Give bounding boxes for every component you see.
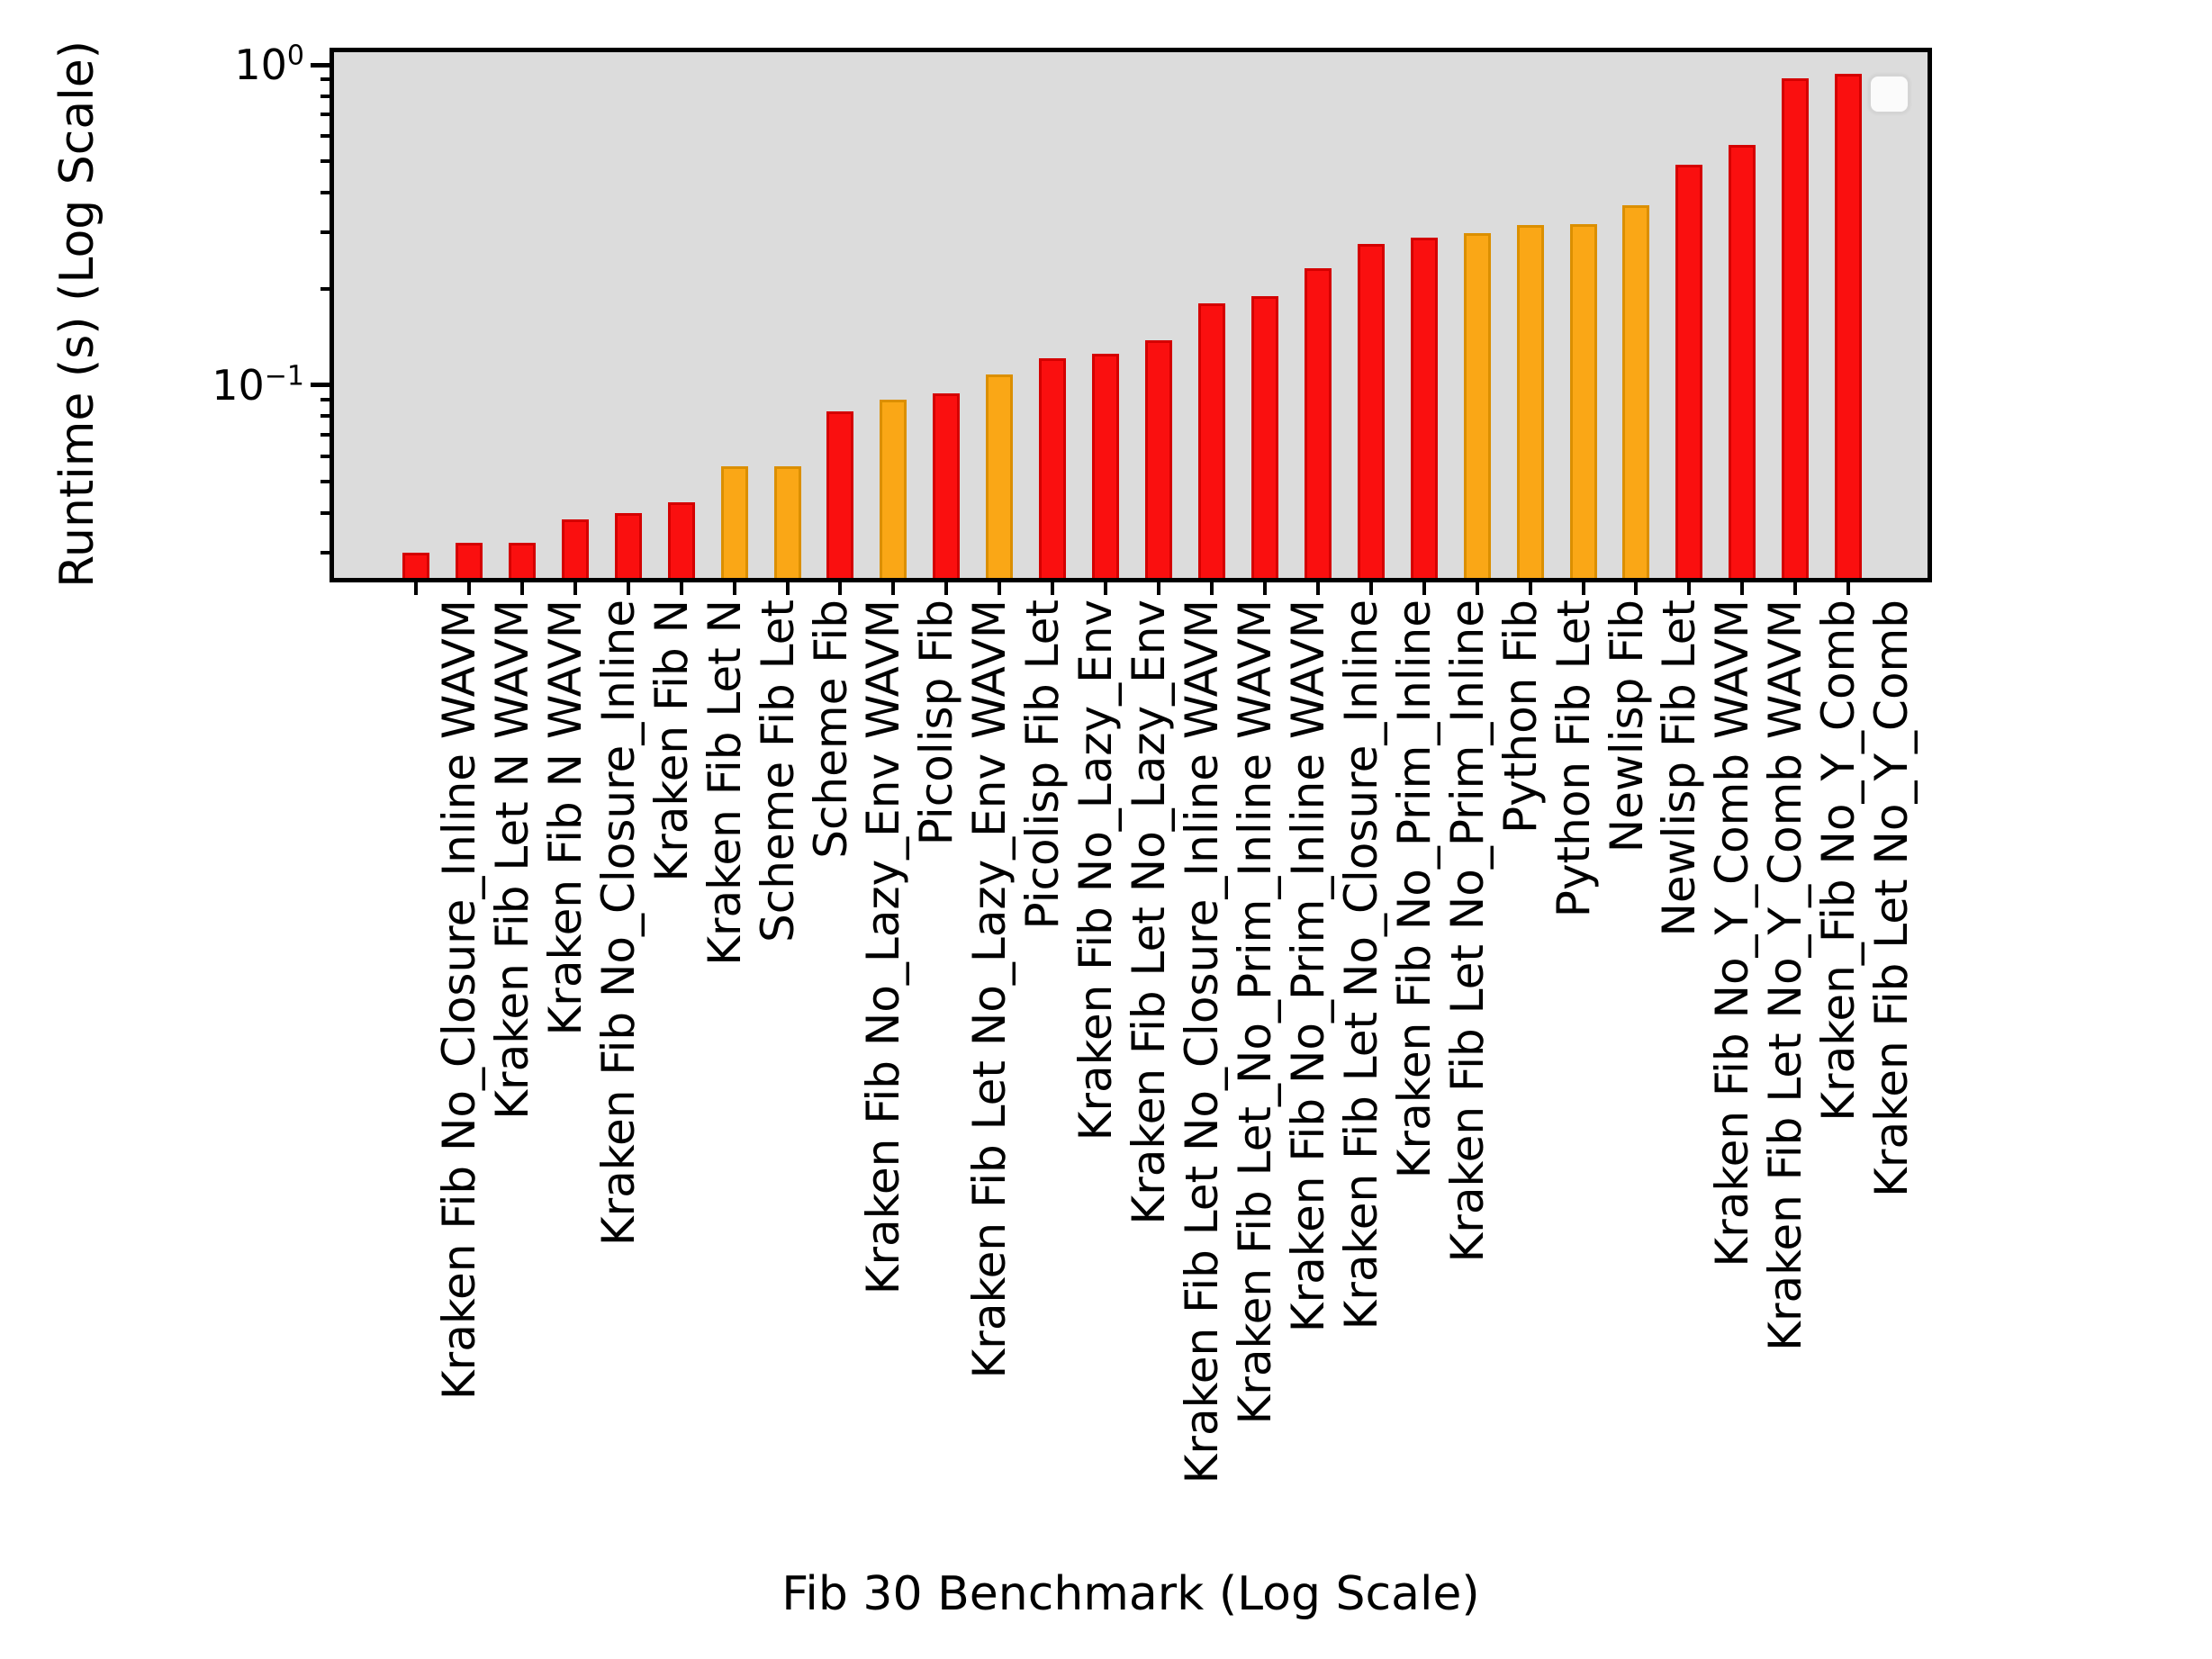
x-tick-mark: [626, 582, 630, 595]
x-tick-mark: [838, 582, 843, 595]
bar: [1092, 354, 1120, 580]
legend-box: [1869, 75, 1910, 113]
bar: [1304, 267, 1332, 580]
y-minor-tick-mark: [321, 480, 332, 483]
x-tick-mark: [679, 582, 683, 595]
bar: [1463, 233, 1491, 580]
bar: [1250, 295, 1278, 580]
bar: [1145, 340, 1172, 580]
y-minor-tick-mark: [321, 454, 332, 458]
y-major-tick-mark: [311, 383, 332, 388]
bar: [1622, 204, 1650, 580]
bar: [1516, 225, 1544, 580]
x-tick-mark: [1793, 582, 1798, 595]
bar: [933, 393, 961, 580]
x-tick-mark: [414, 582, 418, 595]
x-tick-mark: [732, 582, 736, 595]
bar: [1357, 244, 1385, 580]
y-minor-tick-mark: [321, 77, 332, 82]
x-tick-mark: [519, 582, 524, 595]
x-tick-mark: [1528, 582, 1532, 595]
x-tick-mark: [1475, 582, 1479, 595]
x-tick-mark: [1740, 582, 1745, 595]
y-minor-tick-mark: [321, 94, 332, 98]
y-minor-tick-mark: [321, 551, 332, 555]
bar: [1782, 77, 1810, 580]
bar: [614, 512, 642, 580]
x-tick-mark: [1846, 582, 1851, 595]
y-minor-tick-mark: [321, 113, 332, 117]
y-minor-tick-mark: [321, 230, 332, 235]
x-tick-mark: [466, 582, 471, 595]
x-tick-mark: [1051, 582, 1055, 595]
bar: [1835, 74, 1863, 580]
y-minor-tick-mark: [321, 133, 332, 138]
y-minor-tick-mark: [321, 286, 332, 291]
x-tick-mark: [998, 582, 1002, 595]
x-axis-title: Fib 30 Benchmark (Log Scale): [591, 1568, 1671, 1620]
x-tick-mark: [1104, 582, 1108, 595]
x-tick-mark: [1581, 582, 1585, 595]
x-tick-mark: [1687, 582, 1692, 595]
x-axis-title-text: Fib 30 Benchmark (Log Scale): [781, 1567, 1480, 1621]
x-tick-mark: [944, 582, 949, 595]
y-minor-tick-mark: [321, 510, 332, 515]
y-minor-tick-mark: [321, 398, 332, 402]
bar: [508, 542, 536, 580]
x-tick-mark: [1634, 582, 1639, 595]
y-minor-tick-mark: [321, 159, 332, 164]
x-tick-mark: [1262, 582, 1267, 595]
x-tick-mark: [1368, 582, 1373, 595]
bar: [880, 400, 907, 580]
y-axis-title-text: Runtime (s) (Log Scale): [50, 41, 104, 588]
bar: [561, 519, 589, 580]
y-minor-tick-mark: [321, 190, 332, 194]
bar: [720, 465, 748, 580]
y-tick-label: 10−1: [212, 360, 304, 410]
bar: [773, 465, 801, 580]
bar: [1569, 224, 1597, 580]
x-tick-mark: [1315, 582, 1320, 595]
y-major-tick-mark: [311, 62, 332, 68]
bar: [826, 410, 854, 580]
y-minor-tick-mark: [321, 414, 332, 419]
bar: [1198, 303, 1225, 580]
y-tick-label: 100: [234, 40, 304, 89]
bar: [402, 553, 429, 580]
bar: [986, 374, 1014, 580]
bar: [1675, 164, 1703, 580]
y-minor-tick-mark: [321, 433, 332, 437]
x-tick-mark: [1157, 582, 1160, 595]
x-tick-mark: [1210, 582, 1214, 595]
bar: [1410, 237, 1438, 580]
bar: [667, 502, 695, 580]
x-tick-mark: [891, 582, 896, 595]
bar: [1729, 145, 1756, 580]
x-tick-mark: [1422, 582, 1426, 595]
plot-area-background: [330, 48, 1932, 582]
x-tick-mark: [785, 582, 790, 595]
x-tick-mark: [573, 582, 577, 595]
bar: [455, 543, 483, 580]
bar: [1039, 358, 1067, 580]
